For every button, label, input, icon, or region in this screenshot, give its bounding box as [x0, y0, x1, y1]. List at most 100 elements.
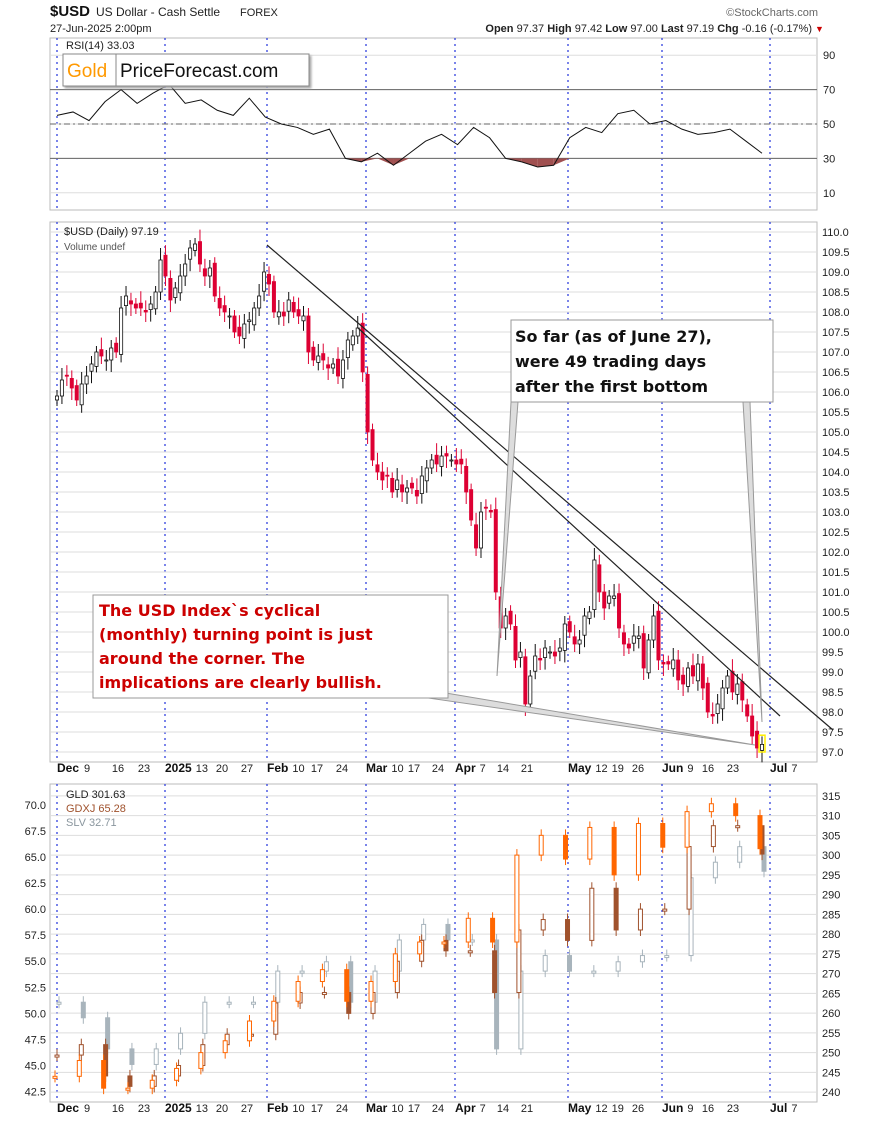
usd-candle-body — [197, 241, 202, 265]
usd-candle-body — [651, 615, 656, 641]
usd-candle-body — [237, 326, 242, 337]
gld-candle-body — [319, 969, 325, 983]
usd-candle-body — [631, 635, 636, 644]
usd-candle-body — [217, 297, 222, 309]
usd-candle-body — [518, 651, 523, 658]
usd-candle-body — [409, 482, 414, 489]
price-tick-label: 102.0 — [822, 547, 850, 559]
usd-candle-body — [79, 383, 84, 406]
price-tick-label: 105.5 — [822, 407, 850, 419]
usd-candle-body — [715, 703, 720, 714]
price-tick-label: 109.5 — [822, 247, 850, 259]
usd-candle-body — [271, 281, 276, 313]
slv-candle-body — [567, 955, 573, 972]
usd-candle-body — [666, 661, 671, 665]
date-tick-label: 14 — [497, 1103, 509, 1115]
rsi-tick-label: 50 — [823, 119, 835, 131]
gld-candle-body — [733, 803, 739, 817]
usd-candle-body — [163, 254, 168, 277]
price-tick-label: 106.0 — [822, 387, 850, 399]
price-tick-label: 103.5 — [822, 487, 850, 499]
rsi-oversold-fill — [393, 158, 410, 166]
usd-candle-body — [552, 651, 557, 657]
usd-candle-body — [212, 262, 217, 297]
usd-candle-body — [183, 263, 188, 277]
etf-right-tick-label: 260 — [822, 1008, 840, 1020]
slv-candle-body — [250, 1001, 256, 1005]
usd-candle-body — [656, 610, 661, 661]
gld-candle-body — [684, 811, 690, 848]
usd-candle-body — [385, 474, 390, 477]
gld-candle-body — [198, 1052, 204, 1069]
gld-candle-body — [417, 941, 423, 955]
exchange: FOREX — [240, 7, 279, 19]
usd-candle-body — [266, 273, 271, 285]
usd-candle-body — [641, 633, 646, 669]
date-tick-label: 17 — [408, 1103, 420, 1115]
date-tick-label: 12 — [595, 763, 607, 775]
usd-candle-body — [99, 349, 104, 357]
date-tick-label: 16 — [702, 763, 714, 775]
usd-candle-body — [390, 477, 395, 493]
usd-candle-body — [710, 714, 715, 717]
slv-candle-body — [737, 846, 743, 863]
price-tick-label: 107.5 — [822, 327, 850, 339]
credit: ©StockCharts.com — [726, 7, 818, 19]
etf-right-tick-label: 300 — [822, 850, 840, 862]
usd-candle-body — [612, 595, 617, 599]
etf-right-tick-label: 255 — [822, 1028, 840, 1040]
usd-candle-body — [700, 663, 705, 689]
price-tick-label: 110.0 — [822, 227, 849, 239]
etf-left-tick-label: 60.0 — [25, 904, 46, 916]
gld-candle-body — [392, 953, 398, 983]
etf-left-tick-label: 50.0 — [25, 1008, 46, 1020]
gld-candle-body — [757, 815, 763, 850]
volume-label: Volume undef — [64, 242, 125, 253]
date-tick-label: 20 — [216, 763, 228, 775]
gld-candle-body — [514, 854, 520, 943]
usd-candle-body — [114, 342, 119, 353]
usd-candle-body — [419, 475, 424, 495]
date-tick-label: 13 — [196, 763, 208, 775]
usd-candle-body — [227, 315, 232, 318]
rsi-tick-label: 30 — [823, 153, 835, 165]
callout-cyclical-turning-point: The USD Index`s cyclical (monthly) turni… — [92, 594, 756, 746]
price-tick-label: 104.0 — [822, 467, 850, 479]
date-tick-label: 19 — [612, 763, 624, 775]
date-tick-label: 16 — [702, 1103, 714, 1115]
usd-candle-body — [306, 315, 311, 353]
usd-candle-body — [760, 744, 765, 751]
gld-candle-body — [441, 941, 447, 945]
usd-candle-body — [607, 595, 612, 604]
usd-candle-body — [143, 309, 148, 313]
usd-candle-body — [316, 355, 321, 363]
usd-candle-body — [557, 647, 562, 652]
usd-candle-body — [538, 658, 543, 661]
date-tick-label: 10 — [391, 763, 403, 775]
usd-candle-body — [661, 662, 666, 665]
rsi-title: RSI(14) 33.03 — [66, 40, 134, 52]
usd-candle-body — [207, 267, 212, 277]
usd-candle-body — [202, 268, 207, 277]
etf-right-tick-label: 295 — [822, 870, 840, 882]
usd-candle-body — [148, 303, 153, 310]
price-tick-label: 108.0 — [822, 307, 850, 319]
usd-candle-body — [429, 459, 434, 469]
symbol: $USD — [50, 3, 90, 20]
gld-candle-body — [149, 1079, 155, 1089]
etf-right-tick-label: 240 — [822, 1087, 840, 1099]
etf-left-tick-label: 62.5 — [25, 878, 46, 890]
date-tick-label: 7 — [791, 1103, 797, 1115]
date-tick-label: 10 — [391, 1103, 403, 1115]
last-candle-highlight — [758, 734, 766, 753]
gdxj-candle-body — [565, 919, 571, 941]
date-tick-label: 17 — [311, 763, 323, 775]
usd-candle-body — [59, 379, 64, 397]
date-tick-label: 13 — [196, 1103, 208, 1115]
slv-candle-body — [275, 970, 281, 1003]
etf-left-tick-label: 55.0 — [25, 956, 46, 968]
slv-candle-body — [323, 961, 329, 972]
date-tick-label: Dec — [57, 761, 79, 775]
rsi-tick-label: 70 — [823, 85, 835, 97]
gdxj-candle-body — [637, 908, 643, 931]
